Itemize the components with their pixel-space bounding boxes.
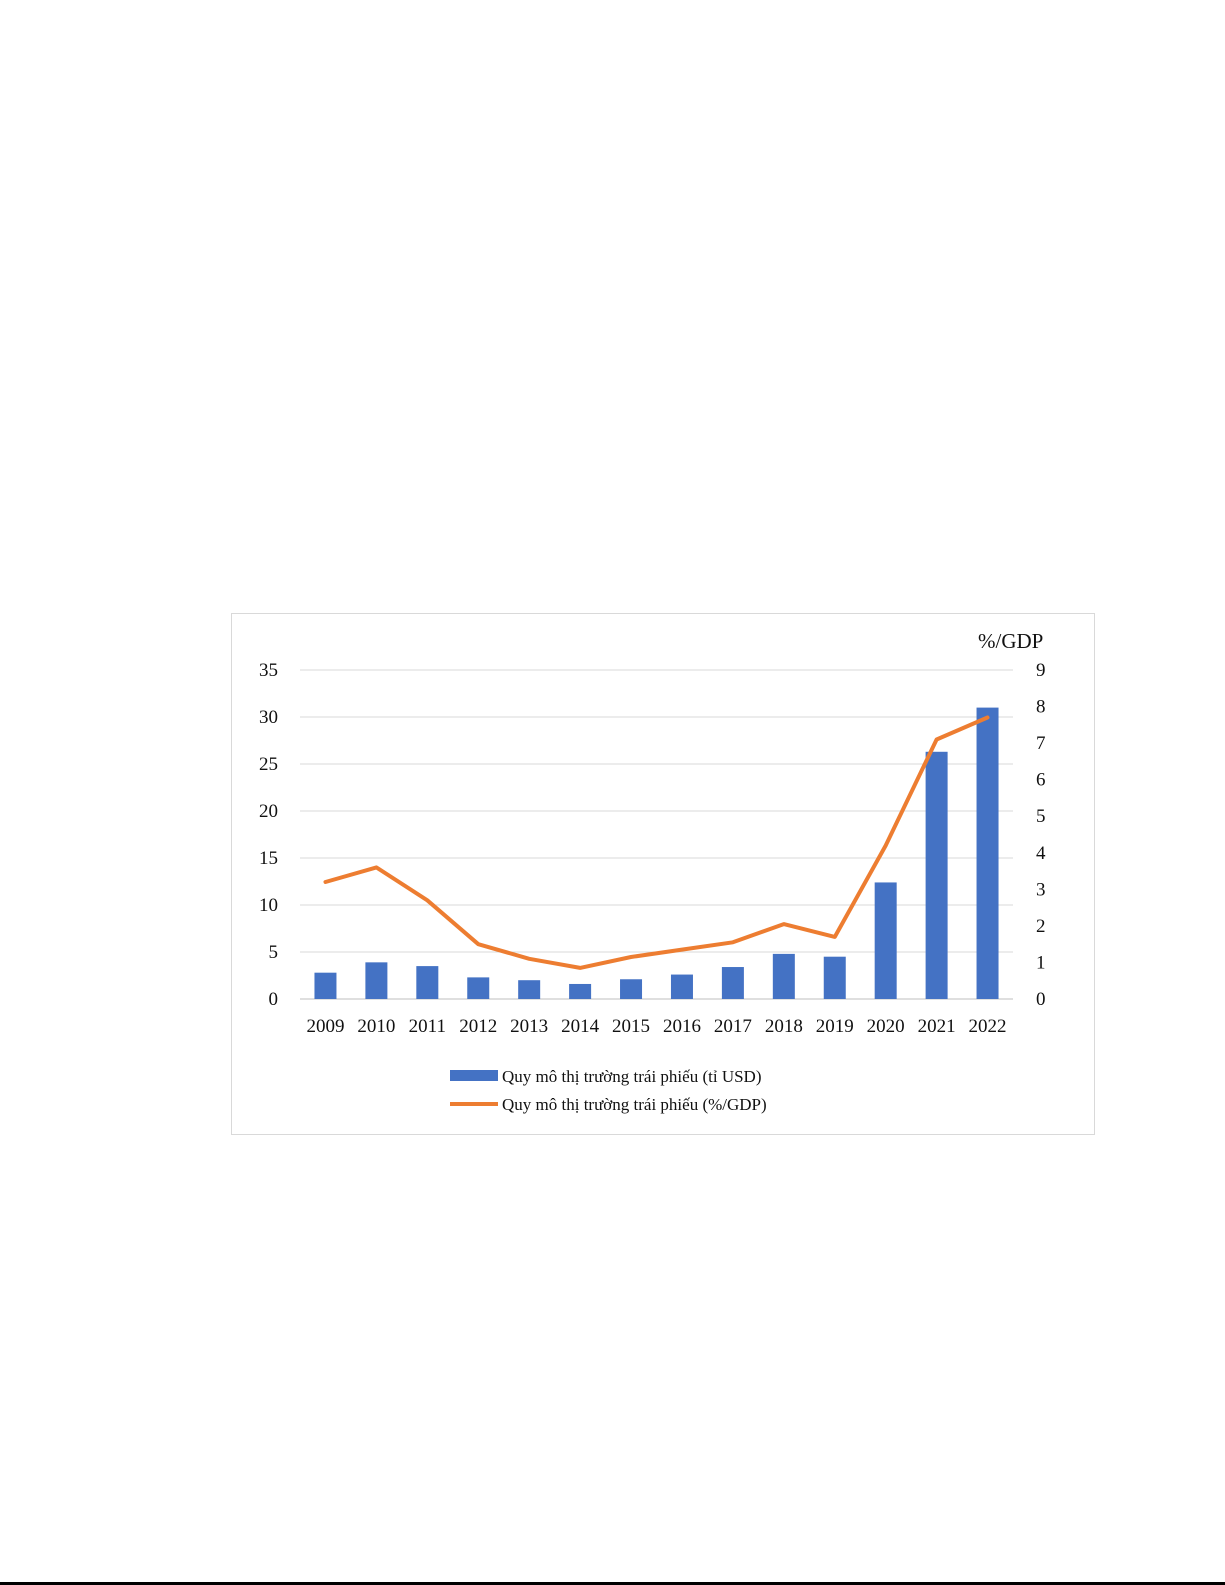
x-tick-label: 2019 — [816, 1016, 854, 1037]
x-tick-label: 2013 — [510, 1016, 548, 1037]
x-tick-label: 2017 — [714, 1016, 752, 1037]
right-tick-label: 8 — [1036, 697, 1046, 718]
bar — [569, 983, 592, 999]
left-tick-label: 20 — [259, 801, 278, 822]
x-tick-label: 2022 — [969, 1016, 1007, 1037]
right-tick-label: 6 — [1036, 770, 1046, 791]
bar — [365, 962, 388, 999]
bar — [823, 956, 846, 999]
x-tick-label: 2009 — [306, 1016, 344, 1037]
bar — [416, 966, 439, 999]
bar — [670, 974, 693, 999]
right-tick-label: 7 — [1036, 733, 1046, 754]
right-tick-label: 1 — [1036, 952, 1046, 973]
right-tick-label: 2 — [1036, 916, 1046, 937]
left-tick-label: 5 — [269, 942, 279, 963]
x-tick-label: 2012 — [459, 1016, 497, 1037]
legend-bar-swatch — [450, 1070, 498, 1081]
x-tick-label: 2010 — [357, 1016, 395, 1037]
gridlines — [300, 669, 1013, 1000]
left-axis-ticks: 0 5 10 15 20 25 30 35 — [259, 660, 278, 1010]
bar — [721, 967, 744, 999]
bar — [314, 972, 337, 999]
x-tick-label: 2016 — [663, 1016, 701, 1037]
legend-label: Quy mô thị trường trái phiếu (%/GDP) — [502, 1095, 767, 1114]
legend: Quy mô thị trường trái phiếu (tỉ USD) Quy… — [450, 1067, 767, 1114]
line-series — [323, 715, 990, 970]
series-line — [323, 715, 990, 970]
legend-label: Quy mô thị trường trái phiếu (tỉ USD) — [502, 1067, 761, 1086]
bar-series — [314, 707, 999, 999]
bar — [874, 882, 897, 999]
x-tick-label: 2014 — [561, 1016, 600, 1037]
x-tick-label: 2020 — [867, 1016, 905, 1037]
x-tick-label: 2011 — [409, 1016, 446, 1037]
left-tick-label: 15 — [259, 848, 278, 869]
bar — [925, 751, 948, 999]
x-axis-ticks: 2009 2010 2011 2012 2013 2014 2015 2016 2017 2018… — [306, 1016, 1006, 1037]
right-tick-label: 5 — [1036, 806, 1046, 827]
right-tick-label: 0 — [1036, 989, 1046, 1010]
bar — [467, 977, 490, 999]
left-tick-label: 30 — [259, 707, 278, 728]
left-tick-label: 35 — [259, 660, 278, 681]
x-tick-label: 2018 — [765, 1016, 803, 1037]
bottom-rule — [0, 1582, 1225, 1585]
right-tick-label: 3 — [1036, 879, 1046, 900]
bar — [518, 980, 541, 999]
x-tick-label: 2015 — [612, 1016, 650, 1037]
left-tick-label: 0 — [269, 989, 279, 1010]
left-tick-label: 10 — [259, 895, 278, 916]
x-tick-label: 2021 — [918, 1016, 956, 1037]
bar — [620, 979, 643, 999]
bar — [772, 953, 795, 999]
right-tick-label: 9 — [1036, 660, 1046, 681]
bar — [976, 707, 999, 999]
right-axis-ticks: 0 1 2 3 4 5 6 7 8 9 — [1036, 660, 1046, 1010]
left-tick-label: 25 — [259, 754, 278, 775]
right-axis-label: %/GDP — [978, 629, 1043, 653]
right-tick-label: 4 — [1036, 843, 1046, 864]
